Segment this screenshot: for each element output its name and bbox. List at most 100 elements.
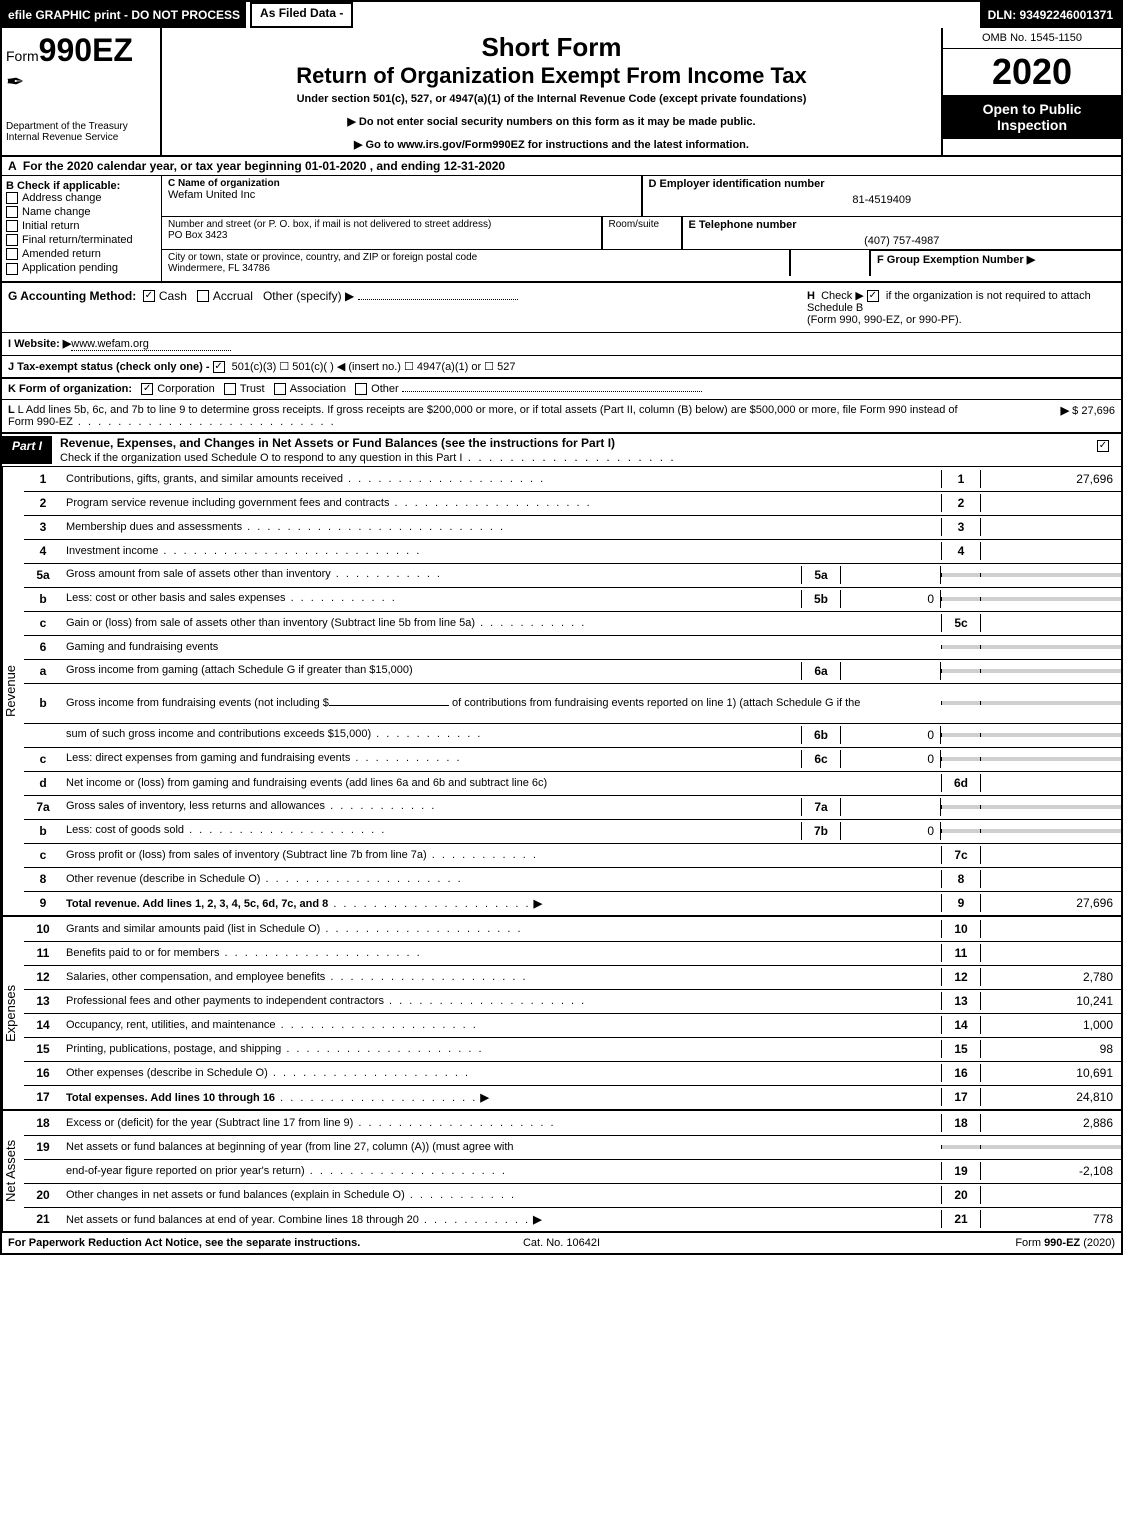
line-12: 12Salaries, other compensation, and empl…: [24, 965, 1121, 989]
f-group-exemption: F Group Exemption Number ▶: [871, 250, 1121, 276]
omb-number: OMB No. 1545-1150: [943, 28, 1121, 49]
chk-accrual[interactable]: [197, 290, 209, 302]
g-accounting-method: G Accounting Method: Cash Accrual Other …: [2, 283, 801, 332]
chk-501c3[interactable]: [213, 361, 225, 373]
note-ssn: ▶ Do not enter social security numbers o…: [166, 115, 937, 128]
org-name: Wefam United Inc: [168, 189, 635, 201]
chk-association[interactable]: [274, 383, 286, 395]
netassets-side-label: Net Assets: [2, 1111, 24, 1231]
street-value: PO Box 3423: [168, 230, 595, 241]
line-7c: cGross profit or (loss) from sales of in…: [24, 843, 1121, 867]
col-b-checkboxes: B Check if applicable: Address change Na…: [2, 176, 162, 281]
chk-initial-return[interactable]: Initial return: [6, 220, 157, 232]
d-ein-cell: D Employer identification number 81-4519…: [643, 176, 1122, 216]
c-name-cell: C Name of organization Wefam United Inc: [162, 176, 643, 216]
short-form-title: Short Form: [166, 32, 937, 63]
telephone-value: (407) 757-4987: [689, 231, 1116, 247]
block-b-to-f: B Check if applicable: Address change Na…: [2, 176, 1121, 283]
line-19-desc: 19Net assets or fund balances at beginni…: [24, 1135, 1121, 1159]
line-15: 15Printing, publications, postage, and s…: [24, 1037, 1121, 1061]
line-5c: cGain or (loss) from sale of assets othe…: [24, 611, 1121, 635]
block-g-h: G Accounting Method: Cash Accrual Other …: [2, 283, 1121, 333]
row-a-tax-year: A For the 2020 calendar year, or tax yea…: [2, 157, 1121, 176]
line-1: 1Contributions, gifts, grants, and simil…: [24, 467, 1121, 491]
street-cell: Number and street (or P. O. box, if mail…: [162, 217, 603, 249]
line-7a: 7aGross sales of inventory, less returns…: [24, 795, 1121, 819]
chk-corporation[interactable]: [141, 383, 153, 395]
note-link: ▶ Go to www.irs.gov/Form990EZ for instru…: [166, 138, 937, 151]
header-right: OMB No. 1545-1150 2020 Open to Public In…: [941, 28, 1121, 155]
form-990ez-page: efile GRAPHIC print - DO NOT PROCESS As …: [0, 0, 1123, 1255]
expenses-section: Expenses 10Grants and similar amounts pa…: [2, 917, 1121, 1111]
chk-name-change[interactable]: Name change: [6, 206, 157, 218]
line-18: 18Excess or (deficit) for the year (Subt…: [24, 1111, 1121, 1135]
chk-cash[interactable]: [143, 290, 155, 302]
j-tax-exempt-row: J Tax-exempt status (check only one) - 5…: [2, 356, 1121, 379]
line-19: end-of-year figure reported on prior yea…: [24, 1159, 1121, 1183]
line-6b-desc: bGross income from fundraising events (n…: [24, 683, 1121, 723]
line-16: 16Other expenses (describe in Schedule O…: [24, 1061, 1121, 1085]
line-6a: aGross income from gaming (attach Schedu…: [24, 659, 1121, 683]
form-header: Form990EZ ✒ Department of the Treasury I…: [2, 28, 1121, 157]
line-21: 21Net assets or fund balances at end of …: [24, 1207, 1121, 1231]
footer-left: For Paperwork Reduction Act Notice, see …: [8, 1237, 377, 1249]
revenue-section: Revenue 1Contributions, gifts, grants, a…: [2, 467, 1121, 917]
irs-eagle-icon: ✒: [6, 69, 156, 95]
city-cell: City or town, state or province, country…: [162, 250, 791, 276]
chk-amended-return[interactable]: Amended return: [6, 248, 157, 260]
line-20: 20Other changes in net assets or fund ba…: [24, 1183, 1121, 1207]
part-i-title: Revenue, Expenses, and Changes in Net As…: [60, 436, 615, 450]
b-label: B Check if applicable:: [6, 180, 157, 192]
line-17: 17Total expenses. Add lines 10 through 1…: [24, 1085, 1121, 1109]
l-gross-receipts-row: L L Add lines 5b, 6c, and 7b to line 9 t…: [2, 400, 1121, 434]
under-section-text: Under section 501(c), 527, or 4947(a)(1)…: [166, 93, 937, 105]
chk-application-pending[interactable]: Application pending: [6, 262, 157, 274]
header-left: Form990EZ ✒ Department of the Treasury I…: [2, 28, 162, 155]
dln-text: DLN: 93492246001371: [988, 8, 1113, 22]
line-6: 6Gaming and fundraising events: [24, 635, 1121, 659]
h-schedule-b: H Check ▶ if the organization is not req…: [801, 283, 1121, 332]
top-bar: efile GRAPHIC print - DO NOT PROCESS As …: [2, 2, 1121, 28]
room-empty: [791, 250, 871, 276]
efile-text: efile GRAPHIC print - DO NOT PROCESS: [8, 8, 240, 22]
line-8: 8Other revenue (describe in Schedule O)8: [24, 867, 1121, 891]
as-filed-box: As Filed Data -: [250, 2, 353, 28]
chk-schedule-o[interactable]: [1097, 440, 1109, 452]
revenue-side-label: Revenue: [2, 467, 24, 915]
gross-receipts-value: $ 27,696: [1072, 405, 1115, 417]
line-6c: cLess: direct expenses from gaming and f…: [24, 747, 1121, 771]
website-value: www.wefam.org: [71, 338, 231, 351]
ein-value: 81-4519409: [649, 190, 1116, 206]
part-i-sub: Check if the organization used Schedule …: [60, 452, 462, 464]
k-form-of-org-row: K Form of organization: Corporation Trus…: [2, 379, 1121, 400]
line-4: 4Investment income4: [24, 539, 1121, 563]
line-11: 11Benefits paid to or for members11: [24, 941, 1121, 965]
col-c-to-f: C Name of organization Wefam United Inc …: [162, 176, 1121, 281]
part-i-bar: Part I: [2, 436, 52, 464]
part-i-header: Part I Revenue, Expenses, and Changes in…: [2, 434, 1121, 467]
return-title: Return of Organization Exempt From Incom…: [166, 63, 937, 89]
chk-other-org[interactable]: [355, 383, 367, 395]
header-center: Short Form Return of Organization Exempt…: [162, 28, 941, 155]
line-5b: bLess: cost or other basis and sales exp…: [24, 587, 1121, 611]
chk-address-change[interactable]: Address change: [6, 192, 157, 204]
i-website-row: I Website: ▶www.wefam.org: [2, 333, 1121, 356]
chk-trust[interactable]: [224, 383, 236, 395]
as-filed-text: As Filed Data -: [260, 6, 343, 20]
room-cell: Room/suite: [603, 217, 683, 249]
line-7b: bLess: cost of goods sold7b0: [24, 819, 1121, 843]
footer-cat-no: Cat. No. 10642I: [377, 1237, 746, 1249]
line-5a: 5aGross amount from sale of assets other…: [24, 563, 1121, 587]
line-6b: sum of such gross income and contributio…: [24, 723, 1121, 747]
footer-form-ref: Form 990-EZ (2020): [746, 1237, 1115, 1249]
efile-label: efile GRAPHIC print - DO NOT PROCESS: [2, 2, 246, 28]
expenses-side-label: Expenses: [2, 917, 24, 1109]
page-footer: For Paperwork Reduction Act Notice, see …: [2, 1232, 1121, 1253]
chk-h[interactable]: [867, 290, 879, 302]
irs-label: Internal Revenue Service: [6, 132, 156, 143]
chk-final-return[interactable]: Final return/terminated: [6, 234, 157, 246]
dln-box: DLN: 93492246001371: [980, 2, 1121, 28]
open-public-badge: Open to Public Inspection: [943, 95, 1121, 139]
dept-treasury: Department of the Treasury: [6, 121, 156, 132]
e-tel-cell: E Telephone number (407) 757-4987: [683, 217, 1122, 249]
